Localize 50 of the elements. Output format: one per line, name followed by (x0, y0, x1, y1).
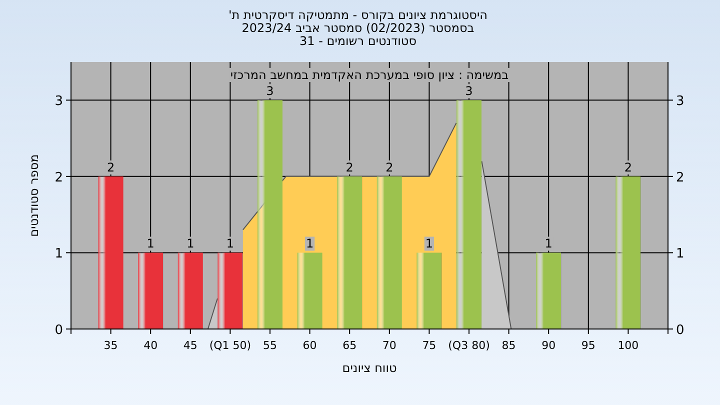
data-label: 2 (346, 160, 354, 174)
y2-tick-label: 2 (676, 170, 684, 186)
bar (178, 252, 203, 329)
data-label: 1 (544, 236, 552, 251)
data-label: 1 (306, 236, 314, 251)
y-tick-label: 1 (54, 246, 63, 262)
bar (416, 252, 442, 329)
x-tick-label: 60 (302, 339, 317, 352)
bar (376, 176, 402, 329)
bar (616, 176, 641, 329)
y-tick-label: 2 (54, 170, 63, 186)
x-tick-label: (Q1 50) (209, 339, 252, 352)
x-tick-label: 95 (581, 339, 596, 352)
x-tick-label: 55 (263, 339, 277, 352)
data-label: 1 (186, 236, 194, 251)
y2-tick-label: 1 (676, 246, 684, 262)
x-tick-label: 40 (144, 339, 158, 352)
bar (138, 252, 164, 329)
data-label: 3 (266, 84, 274, 98)
bar (337, 176, 362, 329)
chart-subtitle: בסמסטר (02/2023) סמסטר אביב 2023/24 סטודנטים רשומים - 31 (242, 21, 474, 48)
data-label: 2 (624, 160, 632, 174)
data-label: 2 (386, 160, 394, 174)
bar (536, 252, 562, 329)
annotation: במשימה : ציון סופי במערכת האקדמית במחשב המרכזי (230, 68, 509, 82)
x-tick-label: 35 (104, 339, 118, 352)
bar (297, 252, 322, 329)
bar (98, 176, 124, 329)
x-tick-label: 65 (342, 339, 357, 352)
x-tick-label: 70 (382, 339, 396, 352)
y2-tick-label: 0 (676, 323, 684, 338)
x-axis-title: טווח ציונים (342, 361, 397, 375)
y-tick-label: 0 (54, 323, 63, 338)
data-label: 3 (465, 84, 473, 98)
x-tick-label: 100 (618, 339, 639, 352)
data-label: 1 (146, 236, 154, 251)
x-tick-label: 45 (183, 339, 198, 352)
data-label: 1 (425, 236, 434, 251)
bar (218, 252, 243, 329)
y-tick-label: 3 (54, 94, 63, 110)
data-label: 1 (226, 236, 234, 251)
x-tick-label: 90 (542, 339, 556, 352)
chart-title: היסטוגרמת ציונים בקורס - מתמטיקה דיסקרטית ת' (228, 8, 488, 22)
x-tick-label: 75 (422, 339, 436, 352)
y-axis-title: מספר סטודנטים (27, 154, 41, 237)
x-tick-label: (Q3 80) (448, 339, 490, 352)
x-tick-label: 85 (502, 339, 516, 352)
y2-tick-label: 3 (676, 94, 684, 110)
data-label: 2 (106, 160, 115, 174)
bar (258, 100, 282, 329)
